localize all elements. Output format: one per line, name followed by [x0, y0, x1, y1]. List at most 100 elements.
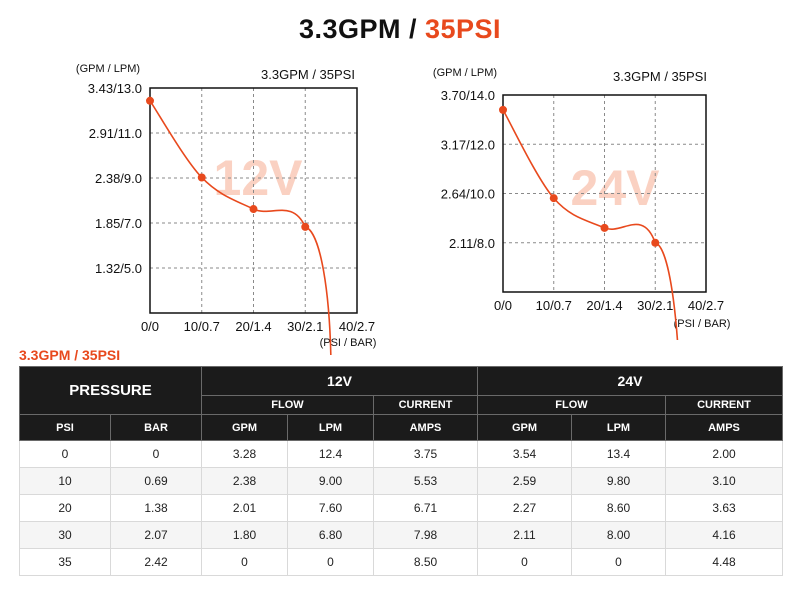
x-tick-label: 20/1.4	[235, 319, 271, 334]
data-point	[600, 223, 609, 232]
spec-table: PRESSURE 12V 24V FLOW CURRENT FLOW CURRE…	[19, 366, 783, 576]
cell-bar: 2.42	[110, 548, 202, 576]
data-point	[197, 173, 206, 182]
col-header-amps-24v: AMPS	[665, 414, 783, 441]
chart-title: 3.3GPM / 35PSI	[261, 67, 355, 82]
flow-header-12v: FLOW	[201, 395, 374, 415]
cell-amps-24v: 4.48	[665, 548, 783, 576]
y-tick-label: 2.64/10.0	[441, 187, 495, 202]
group-header-24v: 24V	[477, 366, 783, 396]
cell-amps-24v: 2.00	[665, 440, 783, 468]
series-line	[149, 100, 332, 355]
cell-lpm-24v: 9.80	[571, 467, 666, 495]
data-point	[249, 205, 258, 214]
table-row: 0 0 3.28 12.4 3.75 3.54 13.4 2.00	[19, 440, 783, 468]
title-flow: 3.3GPM /	[298, 14, 425, 44]
table-row: 35 2.42 0 0 8.50 0 0 4.48	[19, 548, 783, 576]
col-header-amps-12v: AMPS	[373, 414, 478, 441]
cell-psi: 30	[19, 521, 111, 549]
cell-lpm-24v: 13.4	[571, 440, 666, 468]
y-tick-label: 2.11/8.0	[449, 236, 495, 251]
table-heading: 3.3GPM / 35PSI	[19, 347, 121, 363]
plot-frame	[149, 87, 358, 314]
chart-12v: 12V3.43/13.02.91/11.02.38/9.01.85/7.01.3…	[76, 63, 377, 355]
cell-psi: 10	[19, 467, 111, 495]
cell-amps-24v: 4.16	[665, 521, 783, 549]
pressure-header: PRESSURE	[19, 366, 202, 415]
x-tick-label: 30/2.1	[287, 319, 323, 334]
cell-psi: 0	[19, 440, 111, 468]
y-tick-label: 3.17/12.0	[441, 137, 495, 152]
cell-bar: 0	[110, 440, 202, 468]
cell-gpm-24v: 2.27	[477, 494, 572, 522]
cell-gpm-12v: 3.28	[201, 440, 288, 468]
cell-amps-12v: 7.98	[373, 521, 478, 549]
cell-gpm-12v: 2.38	[201, 467, 288, 495]
col-header-gpm-12v: GPM	[201, 414, 288, 441]
col-header-psi: PSI	[19, 414, 111, 441]
data-point	[499, 105, 507, 114]
x-tick-label: 40/2.7	[688, 298, 724, 313]
cell-lpm-12v: 12.4	[287, 440, 374, 468]
cell-lpm-24v: 0	[571, 548, 666, 576]
cell-amps-12v: 5.53	[373, 467, 478, 495]
cell-gpm-12v: 1.80	[201, 521, 288, 549]
cell-gpm-24v: 3.54	[477, 440, 572, 468]
col-header-bar: BAR	[110, 414, 202, 441]
y-axis-title: (GPM / LPM)	[433, 67, 497, 79]
cell-amps-12v: 6.71	[373, 494, 478, 522]
y-axis-title: (GPM / LPM)	[76, 63, 140, 75]
col-header-lpm-24v: LPM	[571, 414, 666, 441]
cell-gpm-12v: 2.01	[201, 494, 288, 522]
col-header-lpm-12v: LPM	[287, 414, 374, 441]
x-tick-label: 20/1.4	[586, 298, 622, 313]
table-row: 30 2.07 1.80 6.80 7.98 2.11 8.00 4.16	[19, 521, 783, 549]
x-axis-title: (PSI / BAR)	[320, 337, 377, 349]
x-tick-label: 40/2.7	[339, 319, 375, 334]
chart-24v: 24V 3.70/14.0 3.17/12.0 2.64/10.0 2.11/8.0 0/…	[433, 67, 731, 340]
cell-lpm-24v: 8.00	[571, 521, 666, 549]
data-point	[301, 222, 310, 231]
data-point	[651, 238, 660, 247]
cell-gpm-24v: 2.59	[477, 467, 572, 495]
group-header-12v: 12V	[201, 366, 478, 396]
current-header-24v: CURRENT	[665, 395, 783, 415]
table-row: 10 0.69 2.38 9.00 5.53 2.59 9.80 3.10	[19, 467, 783, 495]
cell-lpm-12v: 0	[287, 548, 374, 576]
y-tick-label: 3.43/13.0	[88, 81, 142, 96]
x-tick-label: 10/0.7	[184, 319, 220, 334]
y-tick-label: 2.91/11.0	[89, 126, 142, 141]
cell-bar: 1.38	[110, 494, 202, 522]
data-point	[549, 194, 558, 203]
y-tick-label: 1.32/5.0	[95, 261, 142, 276]
x-axis-title: (PSI / BAR)	[674, 318, 731, 330]
cell-amps-12v: 8.50	[373, 548, 478, 576]
x-tick-label: 30/2.1	[637, 298, 673, 313]
table-row: 20 1.38 2.01 7.60 6.71 2.27 8.60 3.63	[19, 494, 783, 522]
cell-gpm-24v: 2.11	[477, 521, 572, 549]
y-tick-label: 2.38/9.0	[95, 171, 142, 186]
cell-lpm-12v: 7.60	[287, 494, 374, 522]
cell-lpm-12v: 9.00	[287, 467, 374, 495]
cell-bar: 2.07	[110, 521, 202, 549]
col-header-gpm-24v: GPM	[477, 414, 572, 441]
x-tick-label: 0/0	[494, 298, 512, 313]
cell-bar: 0.69	[110, 467, 202, 495]
x-tick-label: 10/0.7	[536, 298, 572, 313]
y-tick-label: 1.85/7.0	[95, 216, 142, 231]
data-point	[146, 96, 154, 105]
plot-frame	[502, 94, 707, 293]
cell-amps-24v: 3.63	[665, 494, 783, 522]
cell-gpm-12v: 0	[201, 548, 288, 576]
x-tick-label: 0/0	[141, 319, 159, 334]
current-header-12v: CURRENT	[373, 395, 478, 415]
cell-gpm-24v: 0	[477, 548, 572, 576]
cell-amps-24v: 3.10	[665, 467, 783, 495]
cell-psi: 20	[19, 494, 111, 522]
flow-header-24v: FLOW	[477, 395, 666, 415]
cell-amps-12v: 3.75	[373, 440, 478, 468]
y-tick-label: 3.70/14.0	[441, 88, 495, 103]
title-pressure: 35PSI	[424, 14, 502, 44]
page-title: 3.3GPM / 35PSI	[0, 14, 800, 45]
cell-lpm-24v: 8.60	[571, 494, 666, 522]
